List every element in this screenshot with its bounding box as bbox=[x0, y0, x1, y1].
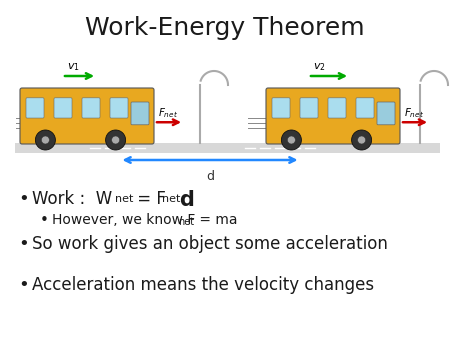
Text: = ma: = ma bbox=[195, 213, 238, 227]
Text: Acceleration means the velocity changes: Acceleration means the velocity changes bbox=[32, 276, 374, 294]
FancyBboxPatch shape bbox=[15, 143, 440, 153]
Circle shape bbox=[281, 130, 302, 150]
Text: •: • bbox=[18, 190, 29, 208]
FancyBboxPatch shape bbox=[54, 98, 72, 118]
Circle shape bbox=[36, 130, 55, 150]
FancyBboxPatch shape bbox=[377, 102, 395, 125]
Text: •: • bbox=[18, 235, 29, 253]
Text: Work :  W: Work : W bbox=[32, 190, 112, 208]
Circle shape bbox=[112, 136, 120, 144]
Text: net: net bbox=[115, 194, 133, 204]
Text: = F: = F bbox=[132, 190, 166, 208]
Circle shape bbox=[106, 130, 126, 150]
Text: $v_2$: $v_2$ bbox=[313, 61, 326, 73]
Text: •: • bbox=[40, 213, 49, 228]
Text: net: net bbox=[178, 217, 194, 227]
Text: d: d bbox=[206, 170, 214, 183]
Circle shape bbox=[358, 136, 365, 144]
FancyBboxPatch shape bbox=[328, 98, 346, 118]
Circle shape bbox=[41, 136, 50, 144]
FancyBboxPatch shape bbox=[110, 98, 128, 118]
FancyBboxPatch shape bbox=[26, 98, 44, 118]
FancyBboxPatch shape bbox=[356, 98, 374, 118]
FancyBboxPatch shape bbox=[20, 88, 154, 144]
Text: Work-Energy Theorem: Work-Energy Theorem bbox=[85, 16, 365, 40]
FancyBboxPatch shape bbox=[300, 98, 318, 118]
FancyBboxPatch shape bbox=[266, 88, 400, 144]
Text: However, we know F: However, we know F bbox=[52, 213, 195, 227]
Circle shape bbox=[351, 130, 372, 150]
Circle shape bbox=[288, 136, 295, 144]
FancyBboxPatch shape bbox=[272, 98, 290, 118]
Text: So work gives an object some acceleration: So work gives an object some acceleratio… bbox=[32, 235, 388, 253]
FancyBboxPatch shape bbox=[82, 98, 100, 118]
Text: •: • bbox=[18, 276, 29, 294]
Text: $F_{net}$: $F_{net}$ bbox=[158, 106, 178, 120]
Text: net: net bbox=[162, 194, 180, 204]
Text: $F_{net}$: $F_{net}$ bbox=[404, 106, 424, 120]
FancyBboxPatch shape bbox=[131, 102, 149, 125]
Text: $v_1$: $v_1$ bbox=[67, 61, 80, 73]
Text: d: d bbox=[179, 190, 194, 210]
